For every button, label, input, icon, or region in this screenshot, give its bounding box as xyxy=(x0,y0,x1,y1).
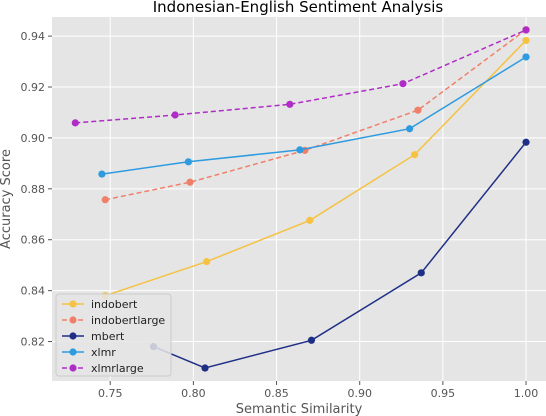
legend-label: mbert xyxy=(91,330,125,343)
data-point-indobertlarge xyxy=(101,196,109,204)
legend-swatch-marker xyxy=(69,348,77,356)
series-lines xyxy=(71,26,530,372)
data-point-mbert xyxy=(522,138,530,146)
legend-item-indobertlarge: indobertlarge xyxy=(62,314,165,327)
legend-swatch-marker xyxy=(69,332,77,340)
series-line-xlmrlarge xyxy=(75,29,527,124)
legend: indobert indobertlarge mbert xlmr xlmrlarge xyxy=(55,293,172,377)
y-tick-label: 0.94 xyxy=(21,30,46,43)
legend-label: xlmrlarge xyxy=(91,362,144,375)
data-point-indobertlarge xyxy=(186,178,194,186)
x-axis-label: Semantic Similarity xyxy=(236,402,363,416)
series-line-indobertlarge xyxy=(105,29,527,201)
series-xlmrlarge xyxy=(71,26,530,127)
data-point-xlmr xyxy=(406,125,414,133)
y-tick-label: 0.88 xyxy=(21,183,46,196)
data-point-xlmr xyxy=(296,146,304,154)
y-axis-label: Accuracy Score xyxy=(0,149,14,249)
legend-box xyxy=(55,293,172,377)
data-point-mbert xyxy=(307,336,316,344)
data-point-indobert xyxy=(410,151,419,159)
x-tick-label: 0.85 xyxy=(264,387,289,400)
x-tick-label: 1.00 xyxy=(514,387,539,400)
x-tick-label: 0.80 xyxy=(181,387,206,400)
data-point-indobert xyxy=(203,258,211,266)
y-tick-label: 0.86 xyxy=(21,234,46,247)
legend-item-xlmrlarge: xlmrlarge xyxy=(62,362,144,375)
legend-swatch-marker xyxy=(69,364,77,372)
data-point-xlmrlarge xyxy=(286,100,294,108)
legend-swatch-marker xyxy=(69,300,77,308)
data-point-xlmrlarge xyxy=(522,26,530,34)
y-tick-label: 0.92 xyxy=(21,81,46,94)
legend-item-xlmr: xlmr xyxy=(62,346,116,359)
legend-label: xlmr xyxy=(91,346,116,359)
data-point-indobert xyxy=(306,216,314,224)
series-xlmr xyxy=(98,53,530,178)
y-tick-label: 0.90 xyxy=(21,132,46,145)
data-point-xlmr xyxy=(98,170,106,178)
data-point-mbert xyxy=(201,364,209,372)
x-tick-label: 0.90 xyxy=(347,387,372,400)
chart-title: Indonesian-English Sentiment Analysis xyxy=(153,0,444,16)
legend-item-indobert: indobert xyxy=(62,298,138,311)
data-point-xlmr xyxy=(184,158,192,166)
data-point-indobert xyxy=(522,36,530,45)
y-tick-label: 0.82 xyxy=(21,336,46,349)
data-point-indobertlarge xyxy=(414,106,422,114)
y-tick-label: 0.84 xyxy=(21,285,46,298)
grid-lines xyxy=(52,17,546,381)
data-point-xlmrlarge xyxy=(71,119,79,127)
legend-label: indobert xyxy=(91,298,138,311)
legend-swatch-marker xyxy=(69,316,77,324)
data-point-xlmrlarge xyxy=(171,111,179,119)
tick-labels: 0.75 0.80 0.85 0.90 0.95 1.00 0.82 0.84 0.86 0.88… xyxy=(21,30,539,400)
data-point-xlmr xyxy=(522,53,530,61)
x-tick-label: 0.95 xyxy=(431,387,456,400)
legend-label: indobertlarge xyxy=(91,314,165,327)
data-point-xlmrlarge xyxy=(399,80,407,88)
data-point-mbert xyxy=(417,269,425,277)
legend-item-mbert: mbert xyxy=(62,330,125,343)
x-tick-label: 0.75 xyxy=(98,387,123,400)
